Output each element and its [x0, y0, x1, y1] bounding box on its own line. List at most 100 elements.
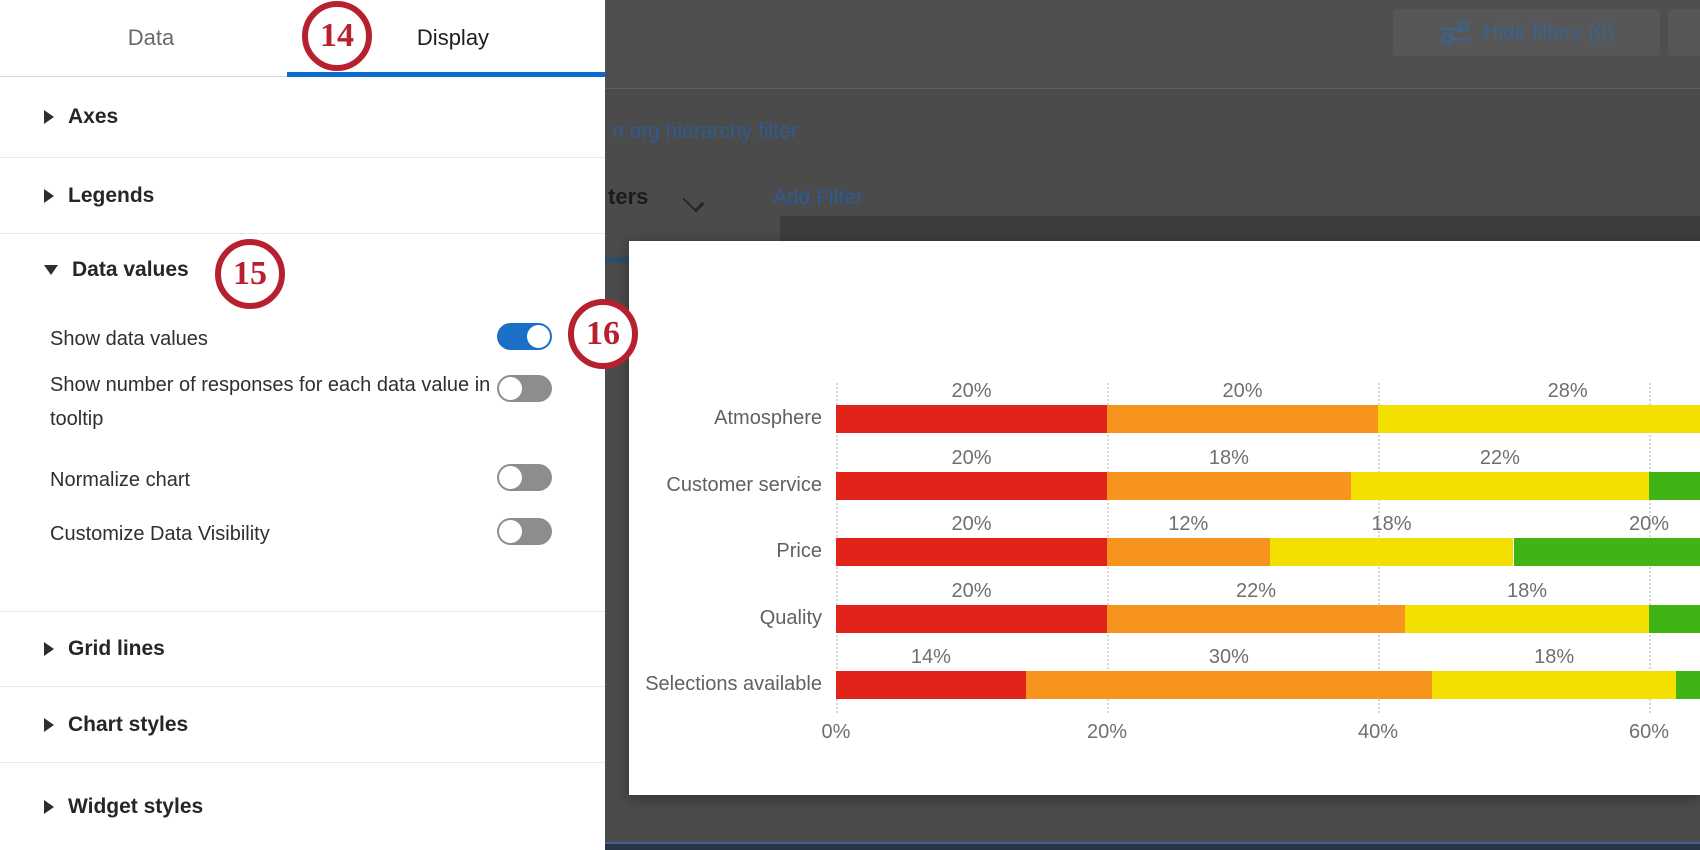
filters-dropdown-label[interactable]: ters — [608, 184, 649, 209]
toggle-show-data-values[interactable] — [497, 323, 552, 350]
category-label-quality: Quality — [759, 607, 822, 629]
bar-selections-available-green[interactable] — [1676, 671, 1700, 699]
value-label: 22% — [1236, 580, 1277, 602]
toggle-knob — [499, 520, 522, 543]
chart-widget: 0% 20% 40% 60% Atmosphere 20% 20% 28% Customer s… — [629, 241, 1700, 795]
tab-data[interactable]: Data — [127, 25, 175, 50]
value-label: 20% — [1222, 380, 1263, 402]
value-label: 30% — [1208, 646, 1249, 668]
value-label: 18% — [1507, 580, 1548, 602]
dashboard-bottom-bar — [605, 842, 1700, 850]
bar-atmosphere-orange[interactable] — [1107, 405, 1378, 433]
value-label: 20% — [951, 447, 992, 469]
bar-customer-service-yellow[interactable] — [1350, 472, 1649, 500]
category-label-selections-available: Selections available — [645, 673, 822, 695]
option-label-customize-data-visibility: Customize Data Visibility — [50, 523, 270, 545]
x-axis-tick-label: 0% — [821, 721, 851, 743]
bar-customer-service-red[interactable] — [836, 472, 1107, 500]
toggle-knob — [499, 377, 522, 400]
chevron-right-icon — [44, 188, 54, 203]
x-axis-tick-label: 60% — [1628, 721, 1670, 743]
value-label: 18% — [1534, 646, 1575, 668]
chevron-down-icon — [44, 265, 58, 275]
section-header-grid-lines[interactable]: Grid lines — [0, 612, 605, 686]
value-label: 20% — [1628, 513, 1670, 535]
option-label-show-data-values: Show data values — [50, 328, 208, 350]
value-label: 12% — [1168, 513, 1209, 535]
value-label: 14% — [910, 646, 951, 668]
value-label: 18% — [1208, 447, 1249, 469]
value-label: 20% — [951, 580, 992, 602]
bar-quality-red[interactable] — [836, 605, 1107, 633]
section-label: Grid lines — [68, 637, 165, 660]
section-chart-styles: Chart styles — [0, 687, 605, 763]
bar-price-red[interactable] — [836, 538, 1107, 566]
bar-quality-yellow[interactable] — [1405, 605, 1649, 633]
bar-customer-service-orange[interactable] — [1107, 472, 1351, 500]
section-label: Axes — [68, 105, 119, 128]
hide-filters-button[interactable]: Hide filters (0) — [1393, 9, 1660, 56]
bar-atmosphere-red[interactable] — [836, 405, 1107, 433]
dashboard-top-toolbar: Hide filters (0) — [605, 0, 1700, 89]
section-label: Data values — [72, 258, 189, 281]
section-header-chart-styles[interactable]: Chart styles — [0, 687, 605, 762]
add-filter-button[interactable]: Add Filter — [773, 186, 863, 209]
bar-customer-service-green[interactable] — [1649, 472, 1700, 500]
section-header-legends[interactable]: Legends — [0, 158, 605, 233]
value-label: 22% — [1479, 447, 1520, 469]
x-axis-tick-label: 20% — [1086, 721, 1128, 743]
section-header-data-values[interactable]: Data values — [0, 234, 605, 306]
value-label: 20% — [951, 380, 992, 402]
value-label: 28% — [1547, 380, 1588, 402]
bar-atmosphere-yellow[interactable] — [1378, 405, 1700, 433]
section-axes: Axes — [0, 77, 605, 158]
value-label: 18% — [1371, 513, 1412, 535]
value-label: 20% — [951, 513, 992, 535]
annotation-circle-14: 14 — [302, 1, 372, 71]
toolbar-edge-button[interactable] — [1668, 9, 1700, 56]
bar-price-yellow[interactable] — [1269, 538, 1514, 566]
bar-selections-available-red[interactable] — [836, 671, 1026, 699]
tab-display[interactable]: Display — [416, 25, 490, 50]
bar-selections-available-yellow[interactable] — [1432, 671, 1677, 699]
section-legends: Legends — [0, 158, 605, 234]
filter-sliders-icon — [1439, 19, 1471, 47]
chevron-right-icon — [44, 717, 54, 732]
bar-price-orange[interactable] — [1107, 538, 1270, 566]
section-widget-styles: Widget styles — [0, 763, 605, 850]
x-axis-tick-label: 40% — [1357, 721, 1399, 743]
toggle-normalize-chart[interactable] — [497, 464, 552, 491]
section-label: Chart styles — [68, 712, 189, 736]
section-header-axes[interactable]: Axes — [0, 77, 605, 157]
chevron-right-icon — [44, 799, 54, 814]
section-data-values: Data values Show data values Show number o… — [0, 234, 605, 612]
section-label: Legends — [68, 183, 155, 207]
section-header-widget-styles[interactable]: Widget styles — [0, 763, 605, 850]
annotation-circle-16: 16 — [568, 299, 638, 369]
org-hierarchy-filter-link[interactable]: n org hierarchy filter — [612, 120, 798, 143]
bar-quality-orange[interactable] — [1107, 605, 1406, 633]
panel-tab-bar: Data Display — [0, 0, 605, 77]
dimmed-blue-line-fragment — [605, 257, 630, 263]
chevron-right-icon — [44, 110, 54, 124]
annotation-circle-15: 15 — [215, 239, 285, 309]
display-settings-panel: Data Display Axes Legends Data values Show … — [0, 0, 605, 850]
dimmed-dashboard-background: Hide filters (0) n org hierarchy filter … — [605, 0, 1700, 850]
bar-price-green[interactable] — [1513, 538, 1700, 566]
category-label-atmosphere: Atmosphere — [714, 407, 822, 429]
option-label-normalize-chart: Normalize chart — [50, 469, 191, 491]
bar-quality-green[interactable] — [1649, 605, 1700, 633]
hide-filters-label: Hide filters (0) — [1483, 20, 1614, 44]
chevron-down-icon[interactable] — [681, 191, 707, 205]
toggle-customize-data-visibility[interactable] — [497, 518, 552, 545]
panel-sections: Axes Legends Data values Show data values Sh… — [0, 77, 605, 850]
toggle-knob — [499, 466, 522, 489]
section-label: Widget styles — [68, 794, 204, 818]
bar-selections-available-orange[interactable] — [1025, 671, 1433, 699]
section-grid-lines: Grid lines — [0, 612, 605, 687]
toggle-show-number-of[interactable] — [497, 375, 552, 402]
option-label-show-number-of: Show number of responses for each data v… — [50, 374, 491, 430]
dimmed-widget-header-band — [780, 216, 1700, 241]
toggle-knob — [527, 325, 550, 348]
